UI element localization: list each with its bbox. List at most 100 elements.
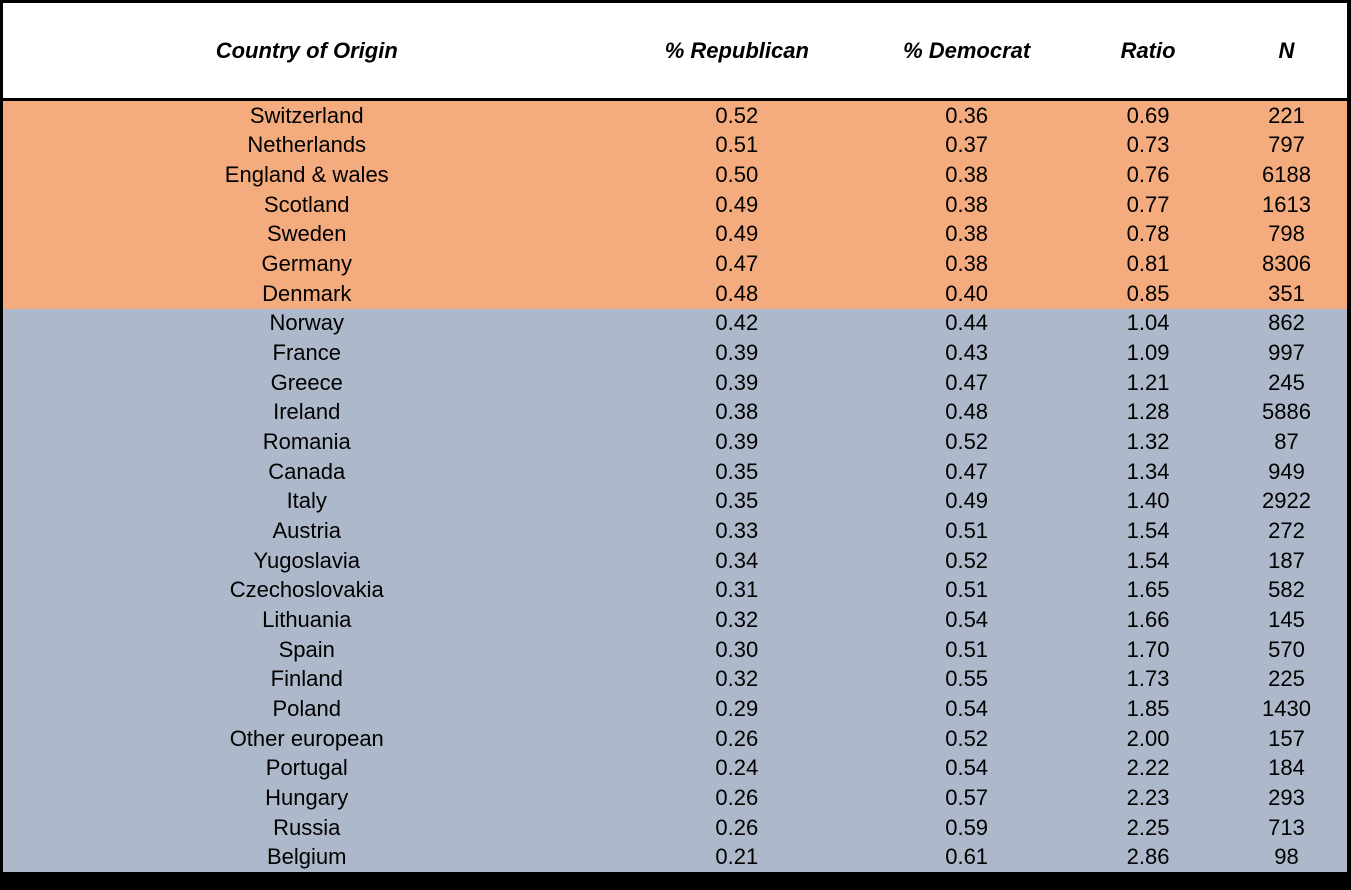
table-row: Austria 0.33 0.51 1.54 272	[3, 516, 1347, 546]
cell-country: Spain	[278, 636, 335, 662]
table-row: Russia 0.26 0.59 2.25 713	[3, 812, 1347, 843]
cell-ratio: 2.86	[1126, 844, 1170, 870]
cell-country: Netherlands	[247, 132, 367, 158]
cell-ratio: 1.40	[1126, 488, 1170, 514]
cell-country: Canada	[268, 458, 346, 484]
cell-n: 293	[1268, 784, 1305, 810]
cell-percent-republican: 0.39	[715, 369, 759, 395]
cell-percent-republican: 0.47	[715, 251, 759, 277]
cell-percent-democrat: 0.36	[945, 102, 989, 128]
cell-percent-democrat: 0.38	[945, 251, 989, 277]
cell-percent-republican: 0.30	[715, 636, 759, 662]
cell-percent-republican: 0.39	[715, 340, 759, 366]
cell-country: Finland	[270, 666, 343, 692]
cell-country: Ireland	[273, 399, 341, 425]
cell-n: 351	[1268, 280, 1305, 306]
cell-percent-republican: 0.38	[715, 399, 759, 425]
cell-country: Norway	[269, 310, 345, 336]
cell-n: 157	[1268, 725, 1305, 751]
cell-n: 997	[1268, 340, 1305, 366]
cell-percent-republican: 0.50	[715, 162, 759, 188]
cell-percent-democrat: 0.37	[945, 132, 989, 158]
cell-country: Greece	[270, 369, 343, 395]
cell-n: 5886	[1262, 399, 1311, 425]
table-row: Belgium 0.21 0.61 2.86 98	[3, 842, 1347, 873]
cell-percent-democrat: 0.51	[945, 577, 989, 603]
table-row: France 0.39 0.43 1.09 997	[3, 338, 1347, 368]
cell-percent-democrat: 0.38	[945, 221, 989, 247]
cell-ratio: 1.21	[1126, 369, 1170, 395]
cell-country: Portugal	[265, 755, 348, 781]
cell-percent-democrat: 0.52	[945, 547, 989, 573]
cell-ratio: 2.00	[1126, 725, 1170, 751]
table-row: Italy 0.35 0.49 1.40 2922	[3, 486, 1347, 517]
cell-percent-republican: 0.26	[715, 725, 759, 751]
cell-ratio: 0.69	[1126, 102, 1170, 128]
cell-country: France	[272, 340, 341, 366]
cell-ratio: 1.65	[1126, 577, 1170, 603]
table-row: Switzerland 0.52 0.36 0.69 221	[3, 101, 1347, 131]
cell-n: 797	[1268, 132, 1305, 158]
cell-percent-republican: 0.26	[715, 814, 759, 840]
cell-n: 570	[1268, 636, 1305, 662]
cell-percent-republican: 0.49	[715, 221, 759, 247]
cell-ratio: 0.73	[1126, 132, 1170, 158]
cell-n: 184	[1268, 755, 1305, 781]
cell-n: 6188	[1262, 162, 1311, 188]
cell-percent-democrat: 0.40	[945, 280, 989, 306]
cell-n: 221	[1268, 102, 1305, 128]
cell-n: 98	[1274, 844, 1299, 870]
cell-country: Austria	[272, 518, 341, 544]
table-row: Sweden 0.49 0.38 0.78 798	[3, 219, 1347, 250]
table-row: Lithuania 0.32 0.54 1.66 145	[3, 605, 1347, 635]
cell-percent-democrat: 0.57	[945, 784, 989, 810]
cell-country: Hungary	[265, 784, 349, 810]
table-row: Finland 0.32 0.55 1.73 225	[3, 664, 1347, 695]
table-row: Czechoslovakia 0.31 0.51 1.65 582	[3, 575, 1347, 606]
cell-ratio: 0.77	[1126, 191, 1170, 217]
cell-n: 87	[1274, 429, 1299, 455]
cell-percent-republican: 0.42	[715, 310, 759, 336]
cell-n: 8306	[1262, 251, 1311, 277]
cell-country: Germany	[261, 251, 352, 277]
cell-country: Czechoslovakia	[229, 577, 384, 603]
cell-percent-republican: 0.39	[715, 429, 759, 455]
cell-n: 798	[1268, 221, 1305, 247]
cell-percent-republican: 0.32	[715, 606, 759, 632]
cell-ratio: 1.04	[1126, 310, 1170, 336]
cell-ratio: 1.34	[1126, 458, 1170, 484]
table-row: Greece 0.39 0.47 1.21 245	[3, 367, 1347, 398]
cell-percent-democrat: 0.43	[945, 340, 989, 366]
cell-country: Scotland	[263, 191, 350, 217]
table-row: Canada 0.35 0.47 1.34 949	[3, 456, 1347, 487]
cell-percent-republican: 0.34	[715, 547, 759, 573]
cell-percent-republican: 0.35	[715, 458, 759, 484]
cell-percent-democrat: 0.49	[945, 488, 989, 514]
cell-percent-republican: 0.51	[715, 132, 759, 158]
cell-percent-democrat: 0.47	[945, 369, 989, 395]
cell-percent-democrat: 0.38	[945, 162, 989, 188]
cell-percent-democrat: 0.51	[945, 636, 989, 662]
table-row: Scotland 0.49 0.38 0.77 1613	[3, 189, 1347, 220]
cell-percent-democrat: 0.54	[945, 755, 989, 781]
table-body: Switzerland 0.52 0.36 0.69 221 Netherlan…	[3, 101, 1347, 873]
table-row: Other european 0.26 0.52 2.00 157	[3, 723, 1347, 754]
cell-country: England & wales	[224, 162, 389, 188]
cell-ratio: 0.76	[1126, 162, 1170, 188]
cell-ratio: 1.28	[1126, 399, 1170, 425]
cell-percent-republican: 0.31	[715, 577, 759, 603]
table-row: Poland 0.29 0.54 1.85 1430	[3, 694, 1347, 724]
cell-n: 187	[1268, 547, 1305, 573]
cell-ratio: 1.32	[1126, 429, 1170, 455]
cell-country: Sweden	[266, 221, 347, 247]
cell-n: 1430	[1262, 695, 1311, 721]
cell-percent-republican: 0.33	[715, 518, 759, 544]
cell-percent-democrat: 0.51	[945, 518, 989, 544]
cell-country: Romania	[262, 429, 351, 455]
column-header-percent-democrat: % Democrat	[903, 37, 1031, 63]
cell-ratio: 0.85	[1126, 280, 1170, 306]
cell-percent-democrat: 0.38	[945, 191, 989, 217]
cell-percent-republican: 0.32	[715, 666, 759, 692]
cell-percent-democrat: 0.61	[945, 844, 989, 870]
